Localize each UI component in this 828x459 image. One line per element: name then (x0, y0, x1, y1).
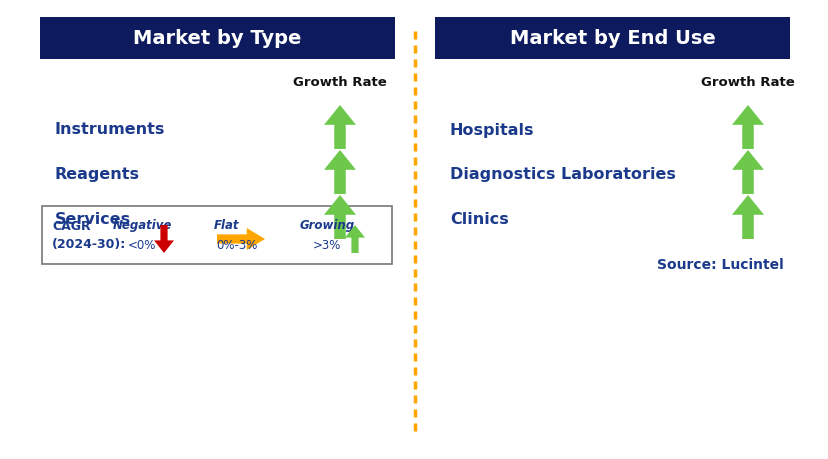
Text: Growth Rate: Growth Rate (293, 75, 387, 88)
Text: Hospitals: Hospitals (450, 122, 534, 137)
Text: CAGR: CAGR (52, 220, 90, 233)
Text: <0%: <0% (128, 239, 156, 252)
Polygon shape (731, 196, 763, 240)
Polygon shape (324, 196, 355, 240)
Text: Negative: Negative (112, 219, 171, 232)
Text: Instruments: Instruments (55, 122, 165, 137)
Text: Reagents: Reagents (55, 167, 140, 182)
Polygon shape (324, 106, 355, 150)
Text: Flat: Flat (214, 219, 239, 232)
Polygon shape (324, 151, 355, 195)
Text: Clinics: Clinics (450, 212, 508, 227)
Text: Source: Lucintel: Source: Lucintel (656, 257, 782, 271)
Text: (2024-30):: (2024-30): (52, 238, 126, 251)
Text: Growing: Growing (299, 219, 354, 232)
Text: >3%: >3% (312, 239, 341, 252)
Text: Diagnostics Laboratories: Diagnostics Laboratories (450, 167, 675, 182)
FancyBboxPatch shape (435, 18, 789, 60)
Text: Growth Rate: Growth Rate (700, 75, 794, 88)
Polygon shape (344, 225, 364, 253)
Polygon shape (154, 225, 174, 253)
Polygon shape (217, 229, 265, 251)
FancyBboxPatch shape (40, 18, 394, 60)
FancyBboxPatch shape (42, 207, 392, 264)
Text: Market by End Use: Market by End Use (509, 29, 715, 48)
Text: Services: Services (55, 212, 131, 227)
Text: 0%-3%: 0%-3% (216, 239, 258, 252)
Polygon shape (731, 151, 763, 195)
Text: Market by Type: Market by Type (133, 29, 301, 48)
Polygon shape (731, 106, 763, 150)
